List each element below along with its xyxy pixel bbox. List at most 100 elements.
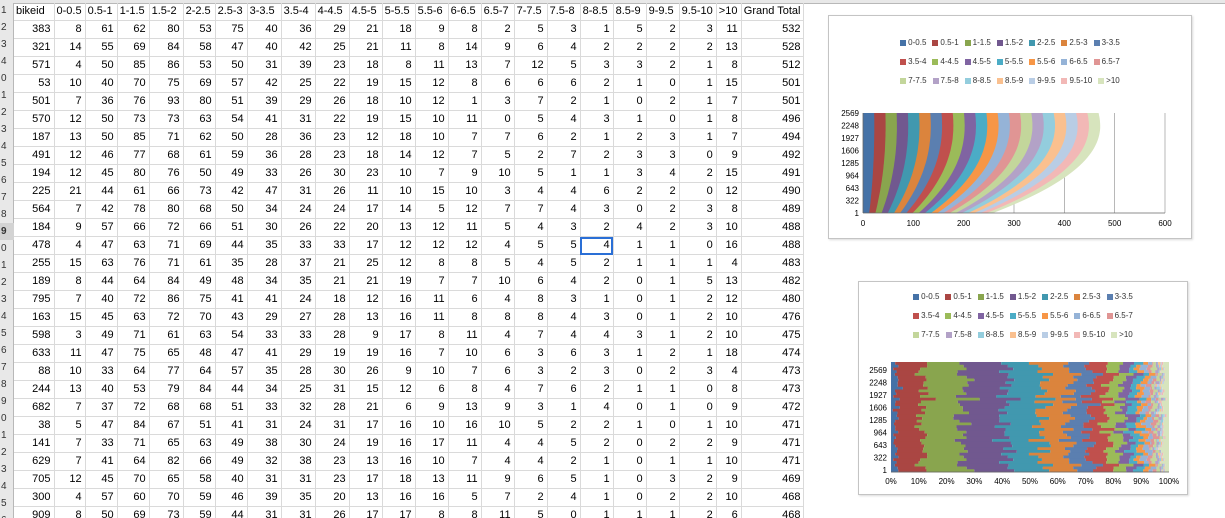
- row-number[interactable]: 0: [1, 243, 7, 254]
- data-cell[interactable]: 28: [315, 326, 350, 345]
- data-cell[interactable]: 48: [215, 272, 248, 291]
- data-cell[interactable]: 471: [741, 416, 805, 435]
- data-cell[interactable]: 4: [481, 236, 515, 255]
- data-cell[interactable]: 501: [741, 74, 805, 93]
- data-cell[interactable]: 528: [741, 38, 805, 57]
- data-cell[interactable]: 11: [481, 506, 515, 518]
- data-cell[interactable]: 45: [85, 308, 118, 327]
- data-cell[interactable]: 2: [679, 434, 717, 453]
- data-cell[interactable]: 69: [117, 38, 150, 57]
- legend-item[interactable]: 3-3.5: [1093, 38, 1120, 47]
- data-cell[interactable]: 71: [149, 254, 184, 273]
- row-number[interactable]: 6: [1, 175, 7, 186]
- data-cell[interactable]: 35: [247, 236, 282, 255]
- data-cell[interactable]: 488: [741, 236, 805, 255]
- data-cell[interactable]: 75: [117, 344, 150, 363]
- data-cell[interactable]: 3: [646, 146, 680, 165]
- bikeid-cell[interactable]: 300: [14, 488, 55, 507]
- row-number[interactable]: 7: [1, 362, 7, 373]
- data-cell[interactable]: 8: [448, 506, 482, 518]
- bikeid-cell[interactable]: 491: [14, 146, 55, 165]
- data-cell[interactable]: 1: [580, 20, 614, 39]
- column-header-cell[interactable]: 6.5-7: [481, 3, 515, 21]
- data-cell[interactable]: 71: [149, 128, 184, 147]
- data-cell[interactable]: 57: [85, 218, 118, 237]
- data-cell[interactable]: 84: [149, 38, 184, 57]
- data-cell[interactable]: 3: [481, 182, 515, 201]
- bikeid-cell[interactable]: 321: [14, 38, 55, 57]
- data-cell[interactable]: 1: [613, 344, 647, 363]
- data-cell[interactable]: 5: [415, 200, 449, 219]
- data-cell[interactable]: 17: [349, 236, 383, 255]
- data-cell[interactable]: 2: [580, 218, 614, 237]
- bikeid-cell[interactable]: 598: [14, 326, 55, 345]
- data-cell[interactable]: 0: [481, 110, 515, 129]
- data-cell[interactable]: 0: [679, 398, 717, 417]
- data-cell[interactable]: 4: [580, 236, 614, 255]
- data-cell[interactable]: 4: [547, 308, 581, 327]
- row-header-bar[interactable]: 1234012345678901234567890123456789012345…: [0, 3, 14, 518]
- data-cell[interactable]: 16: [382, 488, 416, 507]
- data-cell[interactable]: 19: [349, 110, 383, 129]
- data-cell[interactable]: 10: [54, 74, 86, 93]
- data-cell[interactable]: 2: [613, 38, 647, 57]
- data-cell[interactable]: 31: [281, 182, 316, 201]
- data-cell[interactable]: 2: [580, 146, 614, 165]
- data-cell[interactable]: 13: [448, 56, 482, 75]
- row-number[interactable]: 7: [1, 192, 7, 203]
- data-cell[interactable]: 11: [448, 110, 482, 129]
- data-cell[interactable]: 50: [85, 506, 118, 518]
- data-cell[interactable]: 476: [741, 308, 805, 327]
- data-cell[interactable]: 1: [580, 506, 614, 518]
- data-cell[interactable]: 20: [315, 488, 350, 507]
- legend-item[interactable]: 0.5-1: [932, 38, 959, 47]
- data-cell[interactable]: 0: [613, 272, 647, 291]
- bikeid-cell[interactable]: 682: [14, 398, 55, 417]
- data-cell[interactable]: 8: [716, 56, 742, 75]
- data-cell[interactable]: 10: [382, 164, 416, 183]
- data-cell[interactable]: 61: [149, 326, 184, 345]
- data-cell[interactable]: 39: [247, 92, 282, 111]
- data-cell[interactable]: 4: [481, 380, 515, 399]
- data-cell[interactable]: 51: [215, 218, 248, 237]
- data-cell[interactable]: 5: [514, 164, 548, 183]
- data-cell[interactable]: 72: [117, 290, 150, 309]
- data-cell[interactable]: 53: [183, 20, 216, 39]
- data-cell[interactable]: 0: [613, 92, 647, 111]
- data-cell[interactable]: 1: [679, 128, 717, 147]
- data-cell[interactable]: 20: [349, 218, 383, 237]
- data-cell[interactable]: 32: [247, 452, 282, 471]
- column-header-cell[interactable]: 1-1.5: [117, 3, 150, 21]
- data-cell[interactable]: 1: [613, 506, 647, 518]
- data-cell[interactable]: 16: [382, 416, 416, 435]
- data-cell[interactable]: 7: [448, 452, 482, 471]
- data-cell[interactable]: 75: [149, 74, 184, 93]
- data-cell[interactable]: 66: [183, 452, 216, 471]
- data-cell[interactable]: 4: [716, 362, 742, 381]
- data-cell[interactable]: 44: [215, 236, 248, 255]
- data-cell[interactable]: 7: [415, 272, 449, 291]
- column-header-cell[interactable]: 7-7.5: [514, 3, 548, 21]
- data-cell[interactable]: 2: [547, 128, 581, 147]
- data-cell[interactable]: 1: [646, 452, 680, 471]
- data-cell[interactable]: 36: [85, 92, 118, 111]
- data-cell[interactable]: 491: [741, 164, 805, 183]
- data-cell[interactable]: 15: [349, 380, 383, 399]
- data-cell[interactable]: 12: [415, 74, 449, 93]
- data-cell[interactable]: 0: [613, 362, 647, 381]
- legend-item[interactable]: 5.5-6: [1029, 57, 1055, 66]
- data-cell[interactable]: 10: [481, 416, 515, 435]
- data-cell[interactable]: 16: [382, 344, 416, 363]
- data-cell[interactable]: 19: [382, 272, 416, 291]
- data-cell[interactable]: 2: [514, 146, 548, 165]
- data-cell[interactable]: 9: [716, 470, 742, 489]
- data-cell[interactable]: 2: [547, 92, 581, 111]
- data-cell[interactable]: 68: [149, 398, 184, 417]
- data-cell[interactable]: 3: [580, 200, 614, 219]
- data-cell[interactable]: 1: [547, 164, 581, 183]
- data-cell[interactable]: 8: [716, 200, 742, 219]
- data-cell[interactable]: 70: [117, 470, 150, 489]
- data-cell[interactable]: 11: [382, 38, 416, 57]
- data-cell[interactable]: 16: [382, 308, 416, 327]
- row-number[interactable]: 0: [1, 73, 7, 84]
